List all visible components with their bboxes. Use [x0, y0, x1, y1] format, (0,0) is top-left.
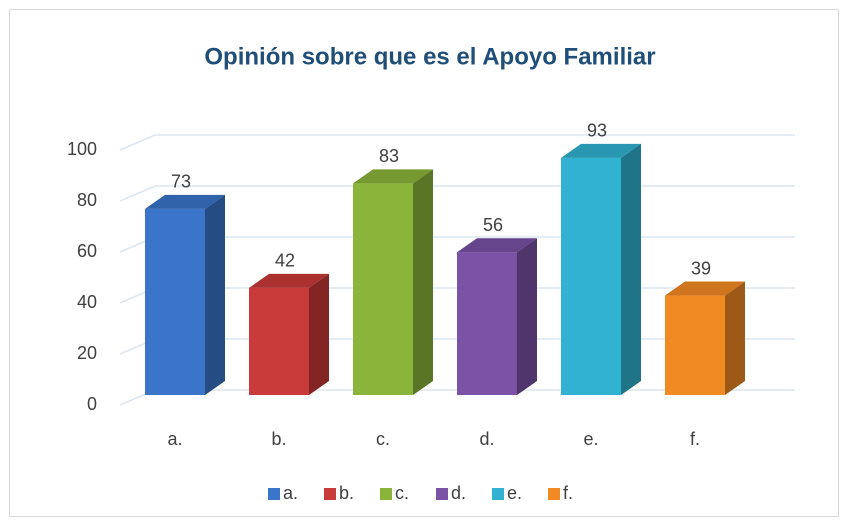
bar	[353, 183, 413, 395]
bar	[457, 252, 517, 395]
legend-swatch	[548, 488, 560, 500]
value-label: 56	[483, 215, 503, 235]
legend-swatch	[436, 488, 448, 500]
grid-line	[119, 134, 795, 151]
legend-swatch	[324, 488, 336, 500]
legend-label: a.	[283, 483, 298, 503]
bar-top	[561, 143, 641, 158]
y-tick-label: 60	[77, 241, 97, 261]
legend-swatch	[380, 488, 392, 500]
bar-top	[457, 238, 537, 253]
bar-top-shade	[665, 281, 745, 296]
x-tick-label: f.	[690, 429, 700, 449]
x-tick-label: d.	[479, 429, 494, 449]
value-label: 39	[691, 258, 711, 278]
bar-top	[665, 281, 745, 296]
bar	[249, 287, 309, 395]
value-label: 93	[587, 121, 607, 141]
x-tick-label: e.	[583, 429, 598, 449]
y-tick-label: 40	[77, 292, 97, 312]
value-label: 73	[171, 172, 191, 192]
bar-side	[725, 281, 745, 395]
x-tick-label: b.	[271, 429, 286, 449]
bar-side-shade	[517, 238, 537, 395]
bar-side-shade	[413, 169, 433, 395]
y-tick-label: 20	[77, 343, 97, 363]
bar-side	[413, 169, 433, 395]
bar-top-shade	[457, 238, 537, 253]
bar-top-shade	[249, 273, 329, 288]
value-label: 83	[379, 146, 399, 166]
bar-top-shade	[561, 143, 641, 158]
legend-swatch	[492, 488, 504, 500]
legend-swatch	[268, 488, 280, 500]
bar-side-shade	[309, 273, 329, 395]
bar	[561, 157, 621, 395]
bar-top-shade	[353, 169, 433, 184]
y-tick-label: 100	[67, 139, 97, 159]
bar	[665, 295, 725, 395]
legend-label: b.	[339, 483, 354, 503]
legend-label: c.	[395, 483, 409, 503]
bar-side-shade	[621, 143, 641, 395]
bar-side-shade	[205, 194, 225, 395]
legend-label: e.	[507, 483, 522, 503]
bar-side	[205, 194, 225, 395]
bar-side	[621, 143, 641, 395]
bar-top	[145, 194, 225, 209]
bar-top	[249, 273, 329, 288]
bar	[145, 208, 205, 395]
bar-side	[517, 238, 537, 395]
y-tick-label: 80	[77, 190, 97, 210]
bar-side	[309, 273, 329, 395]
x-tick-label: a.	[167, 429, 182, 449]
legend-label: f.	[563, 483, 573, 503]
bar-side-shade	[725, 281, 745, 395]
legend-label: d.	[451, 483, 466, 503]
x-tick-label: c.	[376, 429, 390, 449]
bar-top-shade	[145, 194, 225, 209]
value-label: 42	[275, 251, 295, 271]
chart-title: Opinión sobre que es el Apoyo Familiar	[204, 43, 655, 70]
bar-top	[353, 169, 433, 184]
y-tick-label: 0	[87, 394, 97, 414]
